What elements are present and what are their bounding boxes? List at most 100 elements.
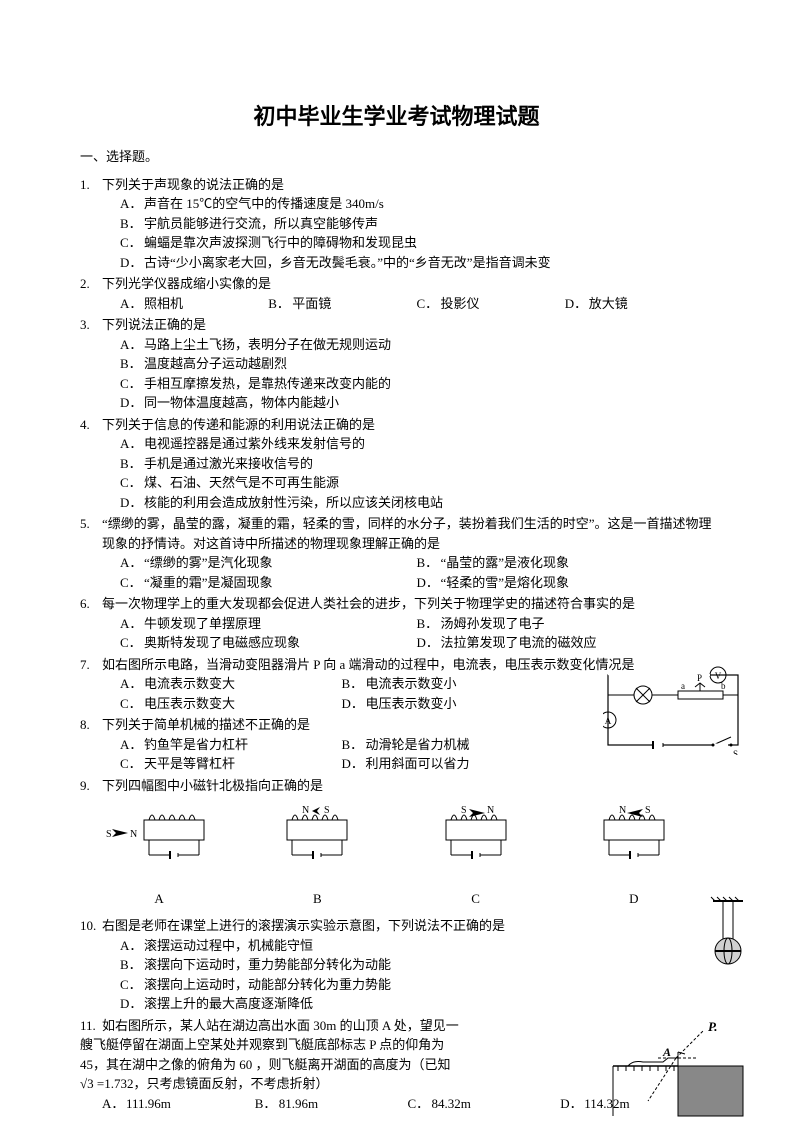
q8-B: 动滑轮是省力机械 — [366, 735, 470, 755]
opt-label: D． — [417, 633, 441, 653]
opt-label: C． — [408, 1094, 432, 1114]
q7-num: 7. — [80, 655, 102, 675]
question-5: 5. “缥缈的雾，晶莹的露，凝重的霜，轻柔的雪，同样的水分子，装扮着我们生活的时… — [80, 514, 713, 592]
question-10: 10. 右图是老师在课堂上进行的滚摆演示实验示意图，下列说法不正确的是 A．滚摆… — [80, 916, 713, 1014]
svg-text:S: S — [324, 805, 330, 816]
section-header: 一、选择题。 — [80, 147, 713, 167]
svg-text:A: A — [662, 1045, 671, 1059]
svg-text:N: N — [619, 805, 626, 816]
q3-num: 3. — [80, 315, 102, 335]
opt-label: B． — [417, 614, 441, 634]
opt-label: A． — [120, 434, 144, 454]
opt-label: D． — [120, 493, 144, 513]
q7-B: 电流表示数变小 — [366, 674, 457, 694]
opt-label: B． — [120, 955, 144, 975]
q4-C: 煤、石油、天然气是不可再生能源 — [144, 473, 339, 493]
q9-stem: 下列四幅图中小磁针北极指向正确的是 — [102, 776, 713, 796]
q4-B: 手机是通过激光来接收信号的 — [144, 454, 313, 474]
opt-label: A． — [120, 614, 144, 634]
q4-A: 电视遥控器是通过紫外线来发射信号的 — [144, 434, 365, 454]
q10-stem: 右图是老师在课堂上进行的滚摆演示实验示意图，下列说法不正确的是 — [102, 916, 713, 936]
q7-D: 电压表示数变小 — [366, 694, 457, 714]
q3-A: 马路上尘土飞扬，表明分子在做无规则运动 — [144, 335, 391, 355]
q1-D: 古诗“少小离家老大回，乡音无改鬓毛衰。”中的“乡音无改”是指音调未变 — [144, 253, 551, 273]
q6-D: 法拉第发现了电流的磁效应 — [441, 633, 597, 653]
q5-stem: “缥缈的雾，晶莹的露，凝重的霜，轻柔的雪，同样的水分子，装扮着我们生活的时空”。… — [102, 514, 713, 553]
q3-stem: 下列说法正确的是 — [102, 315, 713, 335]
page-title: 初中毕业生学业考试物理试题 — [80, 100, 713, 133]
coil-C-label: C — [421, 889, 531, 909]
opt-label: D． — [342, 694, 366, 714]
q1-num: 1. — [80, 175, 102, 195]
q2-B: 平面镜 — [292, 294, 331, 314]
opt-label: D． — [120, 393, 144, 413]
opt-label: C． — [120, 374, 144, 394]
q8-D: 利用斜面可以省力 — [366, 754, 470, 774]
q8-num: 8. — [80, 715, 102, 735]
opt-label: B． — [120, 354, 144, 374]
pendulum-diagram — [703, 896, 753, 976]
q1-B: 宇航员能够进行交流，所以真空能够传声 — [144, 214, 378, 234]
opt-label: D． — [342, 754, 366, 774]
q4-stem: 下列关于信息的传递和能源的利用说法正确的是 — [102, 415, 713, 435]
q2-C: 投影仪 — [441, 294, 480, 314]
q1-C: 蝙蝠是靠次声波探测飞行中的障碍物和发现昆虫 — [144, 233, 417, 253]
coil-D-label: D — [579, 889, 689, 909]
q10-B: 滚摆向下运动时，重力势能部分转化为动能 — [144, 955, 391, 975]
question-7: 7. 如右图所示电路，当滑动变阻器滑片 P 向 a 端滑动的过程中，电流表，电压… — [80, 655, 713, 714]
question-1: 1. 下列关于声现象的说法正确的是 A．声音在 15℃的空气中的传播速度是 34… — [80, 175, 713, 273]
coil-C-diagram: S N — [421, 805, 531, 865]
svg-text:N: N — [302, 805, 309, 816]
q11-B: 81.96m — [279, 1094, 318, 1114]
q4-num: 4. — [80, 415, 102, 435]
svg-text:b: b — [721, 681, 726, 691]
q2-A: 照相机 — [144, 294, 183, 314]
q5-num: 5. — [80, 514, 102, 553]
svg-text:S: S — [461, 805, 467, 816]
opt-label: D． — [120, 994, 144, 1014]
opt-label: B． — [120, 214, 144, 234]
q6-B: 汤姆孙发现了电子 — [441, 614, 545, 634]
question-11: 11. 如右图所示，某人站在湖边高出水面 30m 的山顶 A 处，望见一 艘飞艇… — [80, 1016, 713, 1114]
opt-label: A． — [120, 335, 144, 355]
svg-text:A: A — [605, 716, 612, 726]
opt-label: C． — [120, 694, 144, 714]
q5-A: “缥缈的雾”是汽化现象 — [144, 553, 273, 573]
coil-B-label: B — [262, 889, 372, 909]
opt-label: B． — [342, 735, 366, 755]
question-2: 2. 下列光学仪器成缩小实像的是 A．照相机 B．平面镜 C．投影仪 D．放大镜 — [80, 274, 713, 313]
opt-label: A． — [120, 553, 144, 573]
q1-stem: 下列关于声现象的说法正确的是 — [102, 175, 713, 195]
opt-label: B． — [255, 1094, 279, 1114]
question-9: 9. 下列四幅图中小磁针北极指向正确的是 S N A N — [80, 776, 713, 915]
opt-label: B． — [342, 674, 366, 694]
q2-num: 2. — [80, 274, 102, 294]
q11-num: 11. — [80, 1016, 102, 1036]
q11-C: 84.32m — [432, 1094, 471, 1114]
q5-B: “晶莹的露”是液化现象 — [441, 553, 570, 573]
q6-stem: 每一次物理学上的重大发现都会促进人类社会的进步，下列关于物理学史的描述符合事实的… — [102, 594, 713, 614]
q9-num: 9. — [80, 776, 102, 796]
q10-A: 滚摆运动过程中，机械能守恒 — [144, 936, 313, 956]
opt-label: A． — [120, 294, 144, 314]
opt-label: C． — [120, 473, 144, 493]
opt-label: D． — [417, 573, 441, 593]
lake-diagram: P. A — [608, 1016, 748, 1126]
opt-label: C． — [120, 975, 144, 995]
coil-A-diagram: S N — [104, 805, 214, 865]
opt-label: B． — [417, 553, 441, 573]
q7-C: 电压表示数变大 — [144, 694, 235, 714]
opt-label: B． — [268, 294, 292, 314]
opt-label: A． — [120, 735, 144, 755]
opt-label: C． — [120, 233, 144, 253]
opt-label: A． — [120, 674, 144, 694]
svg-text:a: a — [681, 681, 685, 691]
svg-text:P: P — [697, 673, 702, 683]
coil-B-diagram: N S — [262, 805, 372, 865]
svg-text:N: N — [130, 829, 137, 840]
q6-num: 6. — [80, 594, 102, 614]
q8-C: 天平是等臂杠杆 — [144, 754, 235, 774]
svg-text:P.: P. — [708, 1019, 718, 1034]
q10-D: 滚摆上升的最大高度逐渐降低 — [144, 994, 313, 1014]
circuit-diagram: V A a P b S — [603, 665, 743, 755]
